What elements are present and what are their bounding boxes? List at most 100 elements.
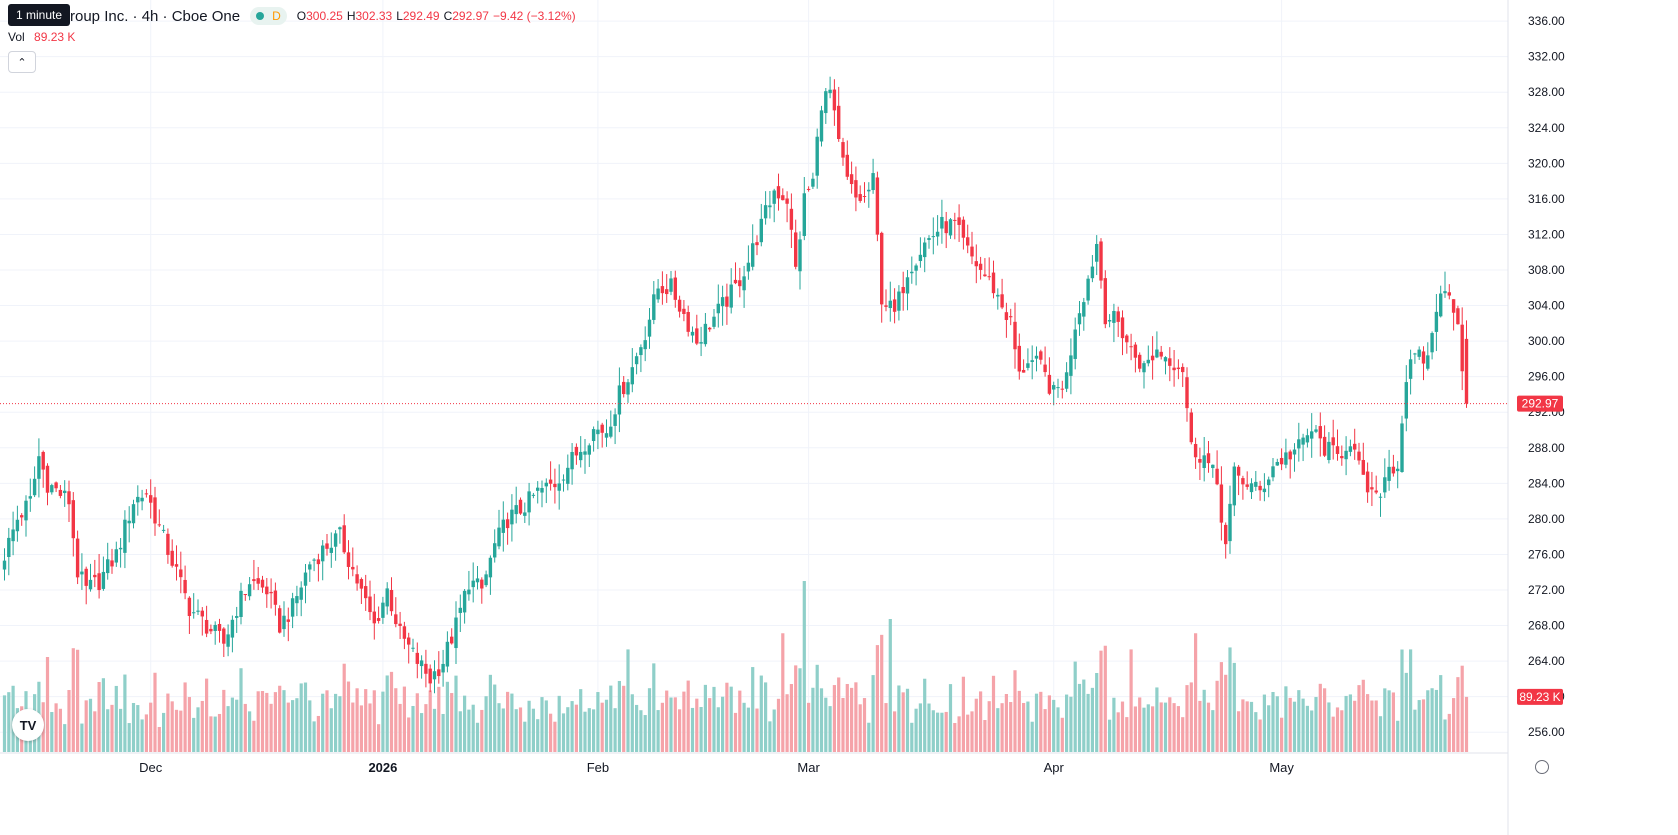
x-tick-label: Feb <box>587 760 609 775</box>
candle-body <box>1056 387 1060 389</box>
volume-bar <box>742 702 746 752</box>
candle-body <box>359 579 364 589</box>
volume-bar <box>531 708 535 752</box>
candle-body <box>41 451 45 470</box>
volume-bar <box>291 700 295 752</box>
collapse-legend-button[interactable]: ⌃ <box>8 51 36 73</box>
candle-body <box>677 299 682 312</box>
volume-bar <box>514 709 518 752</box>
y-tick-label: 272.00 <box>1528 583 1565 597</box>
volume-bar <box>996 708 1000 752</box>
y-tick-label: 264.00 <box>1528 654 1565 668</box>
volume-bar <box>1108 719 1112 752</box>
x-tick-label: Apr <box>1044 760 1065 775</box>
candle-body <box>458 607 462 613</box>
candle-body <box>1275 461 1279 466</box>
volume-bar <box>712 686 716 752</box>
interval-badge: D <box>272 9 281 23</box>
volume-bar <box>239 668 243 752</box>
volume-bar <box>484 696 488 752</box>
candle-body <box>428 668 432 684</box>
candle-body <box>1004 312 1009 320</box>
volume-bar <box>450 693 454 752</box>
candle-body <box>441 663 445 673</box>
candle-body <box>1120 317 1125 339</box>
candle-body <box>424 663 428 674</box>
volume-bar <box>1202 689 1206 752</box>
y-tick-label: 336.00 <box>1528 14 1565 28</box>
volume-bar <box>260 691 265 752</box>
volume-bar <box>1378 716 1383 752</box>
candle-body <box>1297 439 1301 449</box>
volume-bar <box>1120 701 1125 752</box>
candle-body <box>1322 436 1327 456</box>
volume-bar <box>630 694 634 752</box>
volume-bar <box>437 686 441 752</box>
candle-body <box>230 619 235 638</box>
ohlc-values: O300.25 H302.33 L292.49 C292.97 −9.42 (−3.12… <box>297 9 576 23</box>
volume-bar <box>235 699 239 752</box>
volume-bar <box>549 713 553 752</box>
volume-bar <box>50 712 54 752</box>
candle-body <box>1413 353 1417 355</box>
market-status[interactable]: D <box>250 7 287 25</box>
candle-body <box>1168 358 1172 366</box>
candle-body <box>252 579 256 582</box>
candle-body <box>776 186 781 199</box>
gear-icon[interactable] <box>1535 760 1549 774</box>
candle-body <box>1348 446 1353 452</box>
candle-body <box>84 568 88 586</box>
candle-body <box>1236 466 1241 476</box>
symbol-legend: roup Inc. · 4h · Cboe One D O300.25 H302.… <box>8 6 576 26</box>
symbol-title[interactable]: roup Inc. · 4h · Cboe One <box>70 7 241 25</box>
volume-bar <box>1258 719 1262 752</box>
candle-body <box>923 242 927 258</box>
volume-bar <box>299 683 303 752</box>
volume-bar <box>110 704 114 752</box>
volume-bar <box>643 715 647 752</box>
volume-bar <box>136 705 140 752</box>
candle-body <box>407 637 411 645</box>
ohlc-item: H302.33 <box>347 9 392 23</box>
candle-body <box>871 173 875 191</box>
volume-bar <box>1159 702 1163 752</box>
candle-body <box>213 624 217 631</box>
candle-body <box>940 216 944 229</box>
volume-bar <box>402 686 406 752</box>
volume-bar <box>1288 697 1292 752</box>
ohlc-value: 302.33 <box>355 9 393 23</box>
ohlc-item: L292.49 <box>396 9 439 23</box>
candle-body <box>1335 446 1340 454</box>
volume-bar <box>858 704 862 752</box>
volume-bar <box>1013 670 1017 752</box>
volume-bar <box>252 720 256 752</box>
volume-bar <box>364 689 368 752</box>
candle-body <box>884 305 888 307</box>
candle-body <box>1082 302 1086 317</box>
candle-body <box>514 505 518 515</box>
volume-bar <box>394 688 398 752</box>
candle-body <box>806 188 811 190</box>
candle-body <box>1417 349 1421 357</box>
volume-bar <box>84 700 88 752</box>
ohlc-value: 292.49 <box>402 9 440 23</box>
volume-bar <box>475 722 480 752</box>
candle-body <box>819 110 824 142</box>
candle-body <box>914 265 918 271</box>
y-tick-label: 304.00 <box>1528 299 1565 313</box>
tradingview-logo[interactable]: TV <box>12 709 44 741</box>
candle-body <box>961 219 966 238</box>
volume-bar <box>222 689 226 752</box>
volume-label: Vol <box>8 30 25 44</box>
candle-body <box>93 574 97 578</box>
candle-body <box>1215 468 1219 485</box>
volume-bar <box>226 706 230 752</box>
candle-body <box>200 610 204 617</box>
volume-bar <box>312 721 316 752</box>
volume-bar <box>893 711 897 752</box>
candle-body <box>1301 437 1305 445</box>
volume-bar <box>88 698 93 752</box>
candle-body <box>1150 355 1155 361</box>
candle-body <box>824 91 828 114</box>
